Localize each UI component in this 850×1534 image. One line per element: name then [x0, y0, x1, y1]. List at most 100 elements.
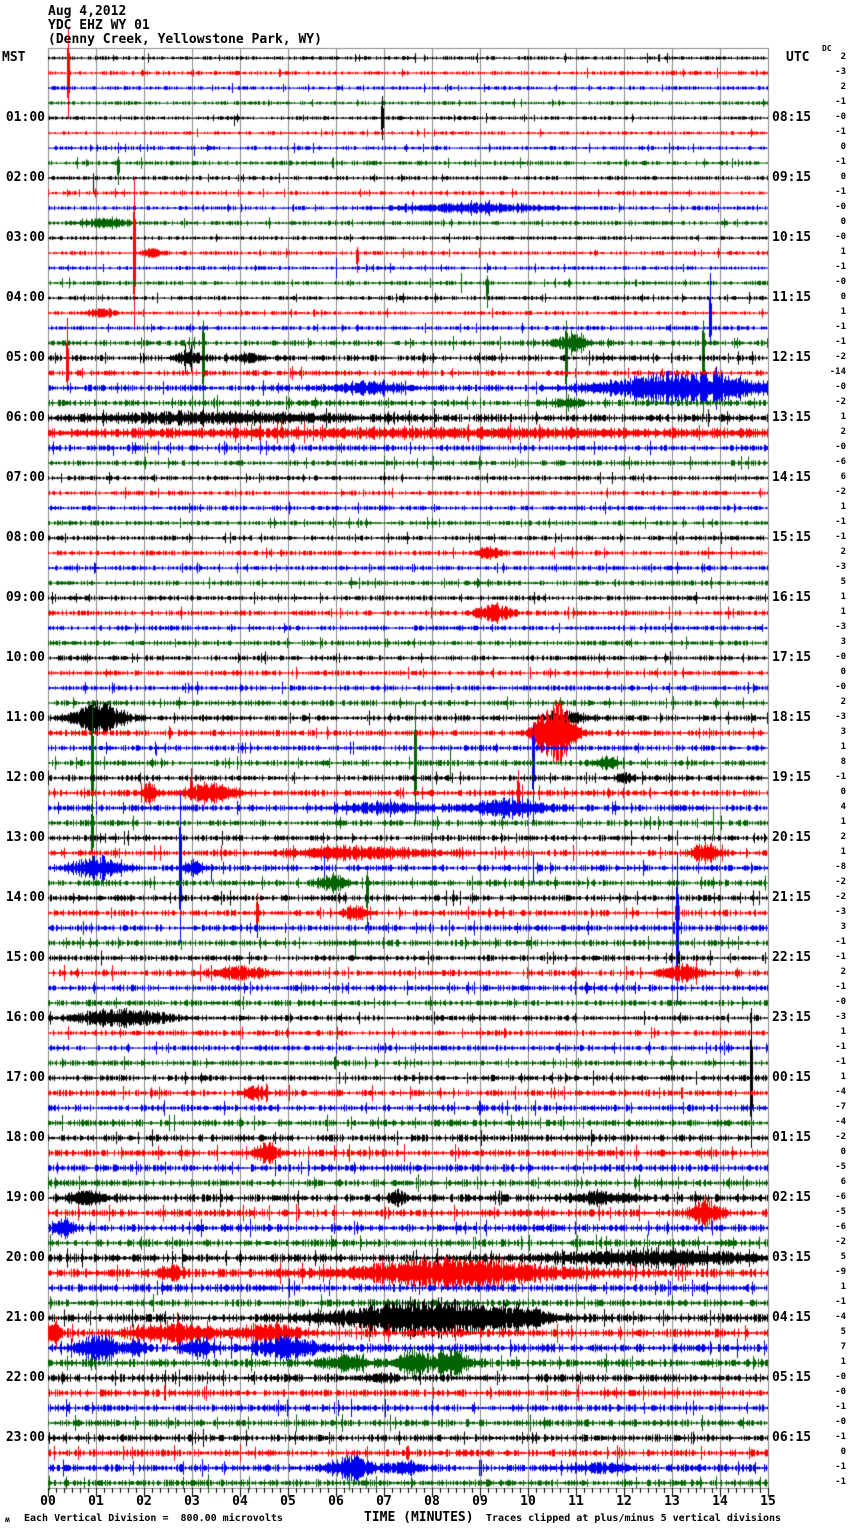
dc-offset-value: 5: [840, 1327, 846, 1337]
dc-offset-value: -8: [835, 862, 846, 872]
dc-offset-value: 2: [840, 547, 846, 557]
left-time-label: 22:00: [5, 1370, 45, 1385]
right-time-label: 09:15: [772, 170, 812, 185]
x-tick-label: 04: [232, 1494, 248, 1509]
dc-offset-value: -1: [835, 772, 846, 782]
right-time-label: 04:15: [772, 1310, 812, 1325]
dc-offset-value: -0: [835, 382, 846, 392]
dc-offset-value: -0: [835, 682, 846, 692]
left-time-label: 16:00: [5, 1010, 45, 1025]
dc-offset-value: 4: [840, 802, 846, 812]
dc-offset-value: -3: [835, 622, 846, 632]
x-tick-label: 02: [136, 1494, 152, 1509]
dc-offset-value: -2: [835, 397, 846, 407]
header-station: YDC EHZ WY 01: [48, 18, 150, 33]
vertical-division-note: Each Vertical Division = 800.00 microvol…: [24, 1513, 283, 1524]
dc-offset-value: 1: [840, 307, 846, 317]
dc-offset-value: -1: [835, 517, 846, 527]
left-time-label: 20:00: [5, 1250, 45, 1265]
x-tick-label: 09: [472, 1494, 488, 1509]
dc-offset-value: 1: [840, 1072, 846, 1082]
dc-offset-value: 1: [840, 1282, 846, 1292]
right-time-label: 12:15: [772, 350, 812, 365]
dc-offset-value: -0: [835, 232, 846, 242]
dc-offset-value: -3: [835, 1012, 846, 1022]
dc-column-label: DC: [822, 44, 832, 53]
dc-offset-value: -1: [835, 1462, 846, 1472]
x-tick-label: 08: [424, 1494, 440, 1509]
right-time-label: 02:15: [772, 1190, 812, 1205]
dc-offset-value: -14: [829, 367, 846, 377]
dc-offset-value: 1: [840, 1027, 846, 1037]
left-time-label: 04:00: [5, 290, 45, 305]
dc-offset-value: 3: [840, 727, 846, 737]
dc-offset-value: 2: [840, 82, 846, 92]
dc-offset-value: 1: [840, 817, 846, 827]
dc-offset-value: -2: [835, 1132, 846, 1142]
dc-offset-value: -6: [835, 457, 846, 467]
right-time-label: 14:15: [772, 470, 812, 485]
dc-offset-value: -1: [835, 127, 846, 137]
x-tick-label: 15: [760, 1494, 776, 1509]
dc-offset-value: 0: [840, 1147, 846, 1157]
dc-offset-value: -4: [835, 1312, 846, 1322]
dc-offset-value: -9: [835, 1267, 846, 1277]
dc-offset-value: 1: [840, 502, 846, 512]
dc-offset-value: -0: [835, 112, 846, 122]
left-time-label: 18:00: [5, 1130, 45, 1145]
dc-offset-value: 1: [840, 592, 846, 602]
left-time-label: 19:00: [5, 1190, 45, 1205]
right-time-label: 16:15: [772, 590, 812, 605]
right-time-label: 06:15: [772, 1430, 812, 1445]
dc-offset-value: 3: [840, 922, 846, 932]
dc-offset-value: 2: [840, 967, 846, 977]
dc-offset-value: -2: [835, 877, 846, 887]
dc-offset-value: -1: [835, 337, 846, 347]
dc-offset-value: -0: [835, 202, 846, 212]
dc-offset-value: -0: [835, 1417, 846, 1427]
dc-offset-value: -6: [835, 1192, 846, 1202]
x-tick-label: 07: [376, 1494, 392, 1509]
dc-offset-value: 8: [840, 757, 846, 767]
dc-offset-value: 1: [840, 1357, 846, 1367]
right-time-label: 17:15: [772, 650, 812, 665]
dc-offset-value: 6: [840, 472, 846, 482]
dc-offset-value: -1: [835, 262, 846, 272]
right-time-label: 01:15: [772, 1130, 812, 1145]
dc-offset-value: -2: [835, 352, 846, 362]
dc-offset-value: -1: [835, 1477, 846, 1487]
left-timezone-label: MST: [2, 50, 26, 65]
right-time-label: 19:15: [772, 770, 812, 785]
dc-offset-value: 1: [840, 412, 846, 422]
dc-offset-value: -4: [835, 1117, 846, 1127]
left-time-label: 14:00: [5, 890, 45, 905]
dc-offset-value: 7: [840, 1342, 846, 1352]
right-time-label: 20:15: [772, 830, 812, 845]
footer-corner-glyph: ʍ: [5, 1515, 10, 1524]
left-time-label: 09:00: [5, 590, 45, 605]
x-tick-label: 00: [40, 1494, 56, 1509]
left-time-label: 10:00: [5, 650, 45, 665]
x-tick-label: 11: [568, 1494, 584, 1509]
dc-offset-value: -0: [835, 442, 846, 452]
header-location: (Denny Creek, Yellowstone Park, WY): [48, 32, 322, 47]
dc-offset-value: -1: [835, 937, 846, 947]
dc-offset-value: -1: [835, 1432, 846, 1442]
right-time-label: 00:15: [772, 1070, 812, 1085]
dc-offset-value: 1: [840, 247, 846, 257]
dc-offset-value: -0: [835, 1387, 846, 1397]
dc-offset-value: -1: [835, 97, 846, 107]
dc-offset-value: 3: [840, 637, 846, 647]
x-tick-label: 05: [280, 1494, 296, 1509]
dc-offset-value: 0: [840, 292, 846, 302]
dc-offset-value: -7: [835, 1102, 846, 1112]
dc-offset-value: -1: [835, 1402, 846, 1412]
clip-note: Traces clipped at plus/minus 5 vertical …: [486, 1513, 782, 1524]
x-tick-label: 12: [616, 1494, 632, 1509]
right-timezone-label: UTC: [786, 50, 810, 65]
dc-offset-value: -1: [835, 952, 846, 962]
right-time-label: 03:15: [772, 1250, 812, 1265]
right-time-label: 05:15: [772, 1370, 812, 1385]
dc-offset-value: -3: [835, 562, 846, 572]
